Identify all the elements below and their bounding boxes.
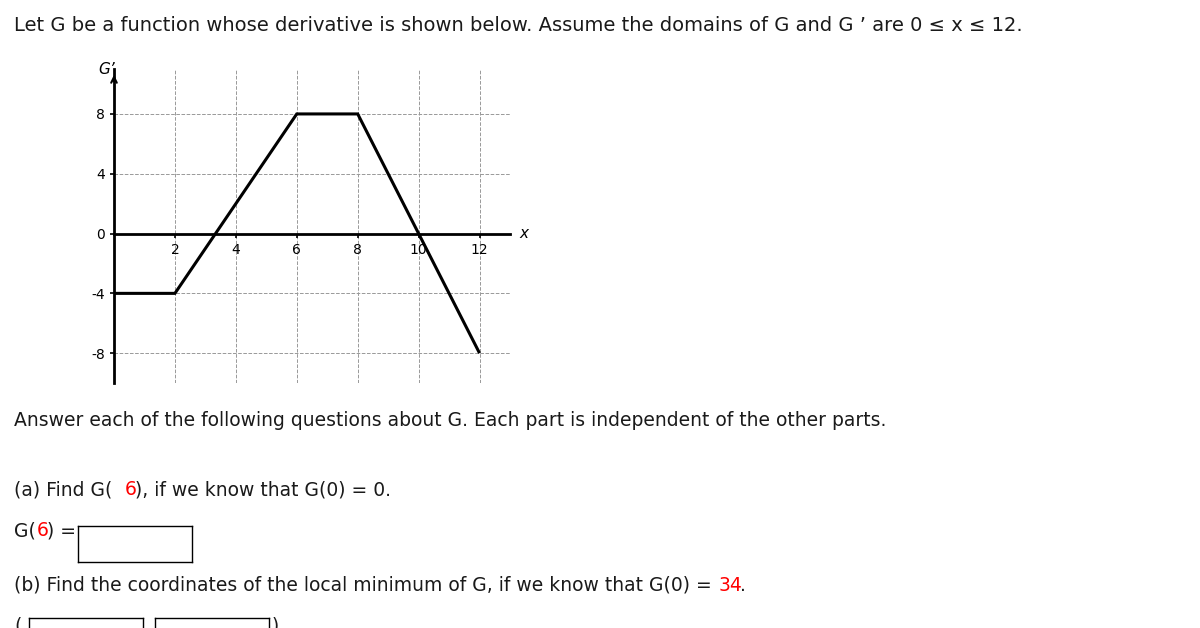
Text: 6: 6 bbox=[37, 521, 49, 540]
Text: ) =: ) = bbox=[47, 521, 76, 540]
Text: ,: , bbox=[145, 617, 151, 628]
Text: G’: G’ bbox=[98, 62, 115, 77]
Text: ): ) bbox=[271, 617, 278, 628]
Text: .: . bbox=[740, 576, 746, 595]
Text: x: x bbox=[520, 226, 528, 241]
Text: 34: 34 bbox=[719, 576, 743, 595]
Text: Answer each of the following questions about G. Each part is independent of the : Answer each of the following questions a… bbox=[14, 411, 887, 430]
Text: (b) Find the coordinates of the local minimum of G, if we know that G(0) =: (b) Find the coordinates of the local mi… bbox=[14, 576, 718, 595]
Text: (a) Find G(: (a) Find G( bbox=[14, 480, 113, 499]
Text: ), if we know that G(0) = 0.: ), if we know that G(0) = 0. bbox=[134, 480, 391, 499]
Text: (: ( bbox=[14, 617, 22, 628]
Text: G(: G( bbox=[14, 521, 36, 540]
Text: Let G be a function whose derivative is shown below. Assume the domains of G and: Let G be a function whose derivative is … bbox=[14, 16, 1024, 35]
Text: 6: 6 bbox=[125, 480, 137, 499]
